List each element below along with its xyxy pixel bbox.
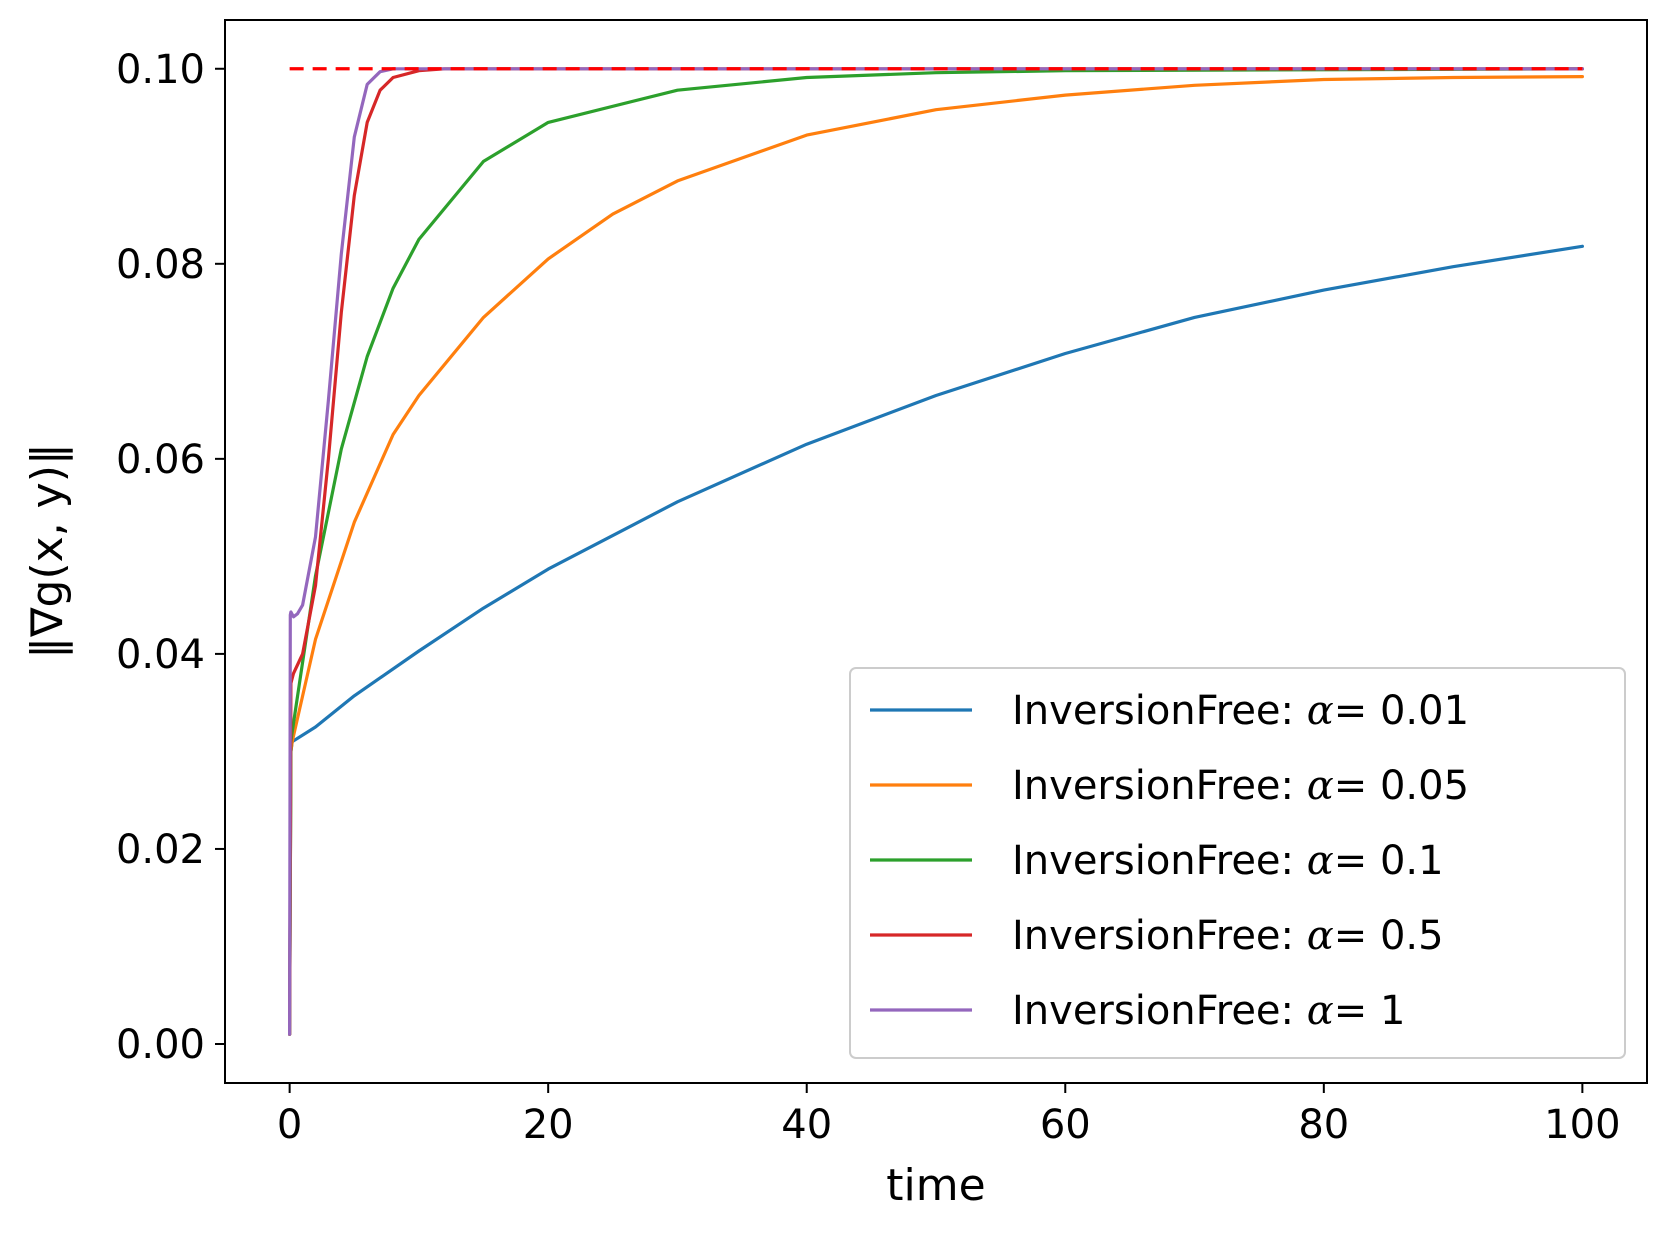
x-axis-label: time [886,1160,985,1211]
legend-label-prefix: InversionFree: [1012,763,1307,809]
y-tick-label: 0.08 [116,242,205,288]
y-tick-label: 0.00 [116,1022,205,1068]
legend-label-prefix: InversionFree: [1012,988,1307,1034]
legend-label-suffix: = 0.1 [1334,838,1444,884]
y-tick-label: 0.06 [116,437,205,483]
legend-label-symbol: α [1307,763,1334,809]
legend-label-suffix: = 0.05 [1334,763,1469,809]
y-axis-label: ‖∇g(x, y)‖ [22,443,73,659]
series-line-4 [288,67,1585,1036]
x-axis-ticks: 0 20 40 60 80 100 [277,1083,1621,1148]
legend-label-symbol: α [1307,913,1334,959]
legend-label-symbol: α [1307,988,1334,1034]
y-tick-label: 0.02 [116,827,205,873]
x-tick-label: 100 [1544,1102,1620,1148]
y-tick-label: 0.04 [116,632,205,678]
legend-frame [849,667,1626,1059]
legend-label-prefix: InversionFree: [1012,838,1307,884]
x-tick-label: 60 [1040,1102,1091,1148]
legend-label-suffix: = 1 [1334,988,1406,1034]
legend-label-prefix: InversionFree: [1012,688,1307,734]
series-line-2 [288,67,1585,1036]
x-tick-label: 20 [523,1102,574,1148]
x-tick-label: 80 [1298,1102,1349,1148]
legend-label: InversionFree: α= 1 [1012,988,1405,1034]
series-line-0 [288,244,1585,1036]
legend-label-suffix: = 0.01 [1334,688,1469,734]
plot-frame [224,19,1648,1084]
x-tick-label: 40 [781,1102,832,1148]
y-tick-label: 0.10 [116,47,205,93]
x-tick-label: 0 [277,1102,302,1148]
series-line-1 [288,74,1585,1036]
legend-label: InversionFree: α= 0.1 [1012,838,1444,884]
legend-label: InversionFree: α= 0.01 [1012,688,1469,734]
legend-label-symbol: α [1307,838,1334,884]
legend-label: InversionFree: α= 0.05 [1012,763,1469,809]
y-axis-ticks: 0.00 0.02 0.04 0.06 0.08 0.10 [116,47,225,1068]
legend-label: InversionFree: α= 0.5 [1012,913,1444,959]
legend-label-suffix: = 0.5 [1334,913,1444,959]
legend-label-prefix: InversionFree: [1012,913,1307,959]
legend-label-symbol: α [1307,688,1334,734]
